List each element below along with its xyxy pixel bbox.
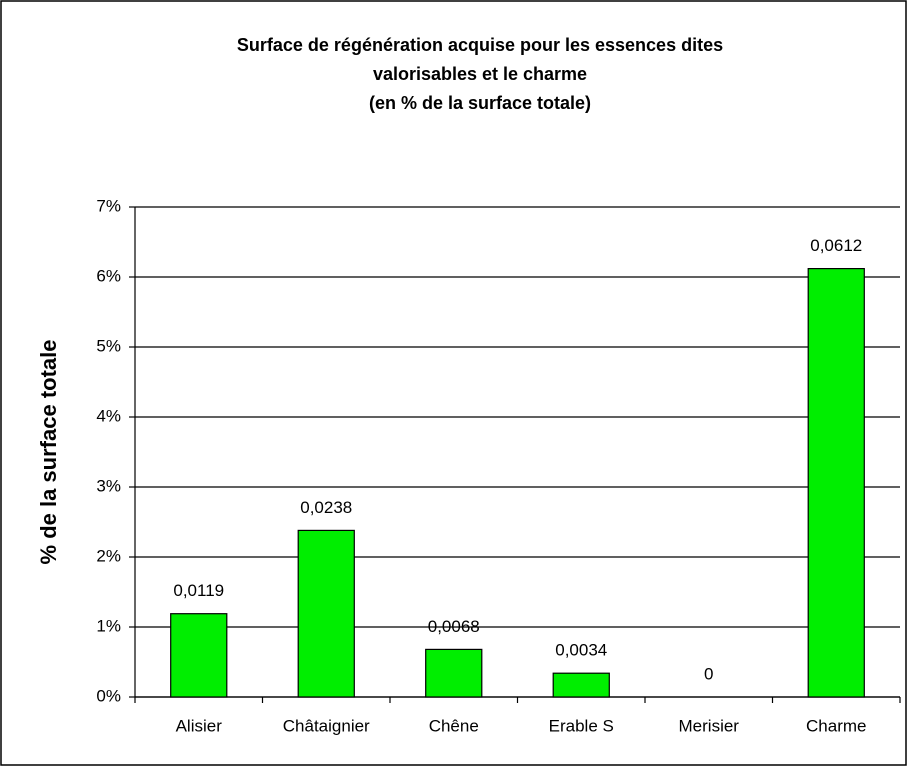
y-tick-label: 0%: [96, 686, 121, 705]
bar: [552, 672, 610, 698]
y-tick-label: 7%: [96, 196, 121, 215]
chart-title: (en % de la surface totale): [369, 93, 591, 113]
bar: [170, 613, 228, 698]
y-tick-label: 2%: [96, 546, 121, 565]
bar: [297, 529, 355, 698]
x-tick-label: Châtaignier: [283, 716, 370, 735]
data-label: 0,0034: [555, 641, 607, 660]
y-tick-label: 6%: [96, 266, 121, 285]
x-tick-label: Charme: [806, 716, 866, 735]
y-tick-label: 3%: [96, 476, 121, 495]
bar: [807, 268, 865, 698]
x-tick-label: Alisier: [176, 716, 223, 735]
data-label: 0,0612: [810, 236, 862, 255]
y-tick-label: 5%: [96, 336, 121, 355]
chart-title: valorisables et le charme: [373, 64, 587, 84]
x-tick-label: Merisier: [679, 716, 740, 735]
data-label: 0,0119: [173, 581, 224, 600]
x-tick-label: Erable S: [549, 716, 614, 735]
data-label: 0: [704, 664, 713, 683]
y-tick-label: 4%: [96, 406, 121, 425]
y-axis-label: % de la surface totale: [36, 340, 61, 565]
data-label: 0,0238: [300, 498, 352, 517]
bar: [425, 648, 483, 698]
y-tick-label: 1%: [96, 616, 121, 635]
data-label: 0,0068: [428, 617, 480, 636]
chart-title: Surface de régénération acquise pour les…: [237, 35, 723, 55]
x-tick-label: Chêne: [429, 716, 479, 735]
